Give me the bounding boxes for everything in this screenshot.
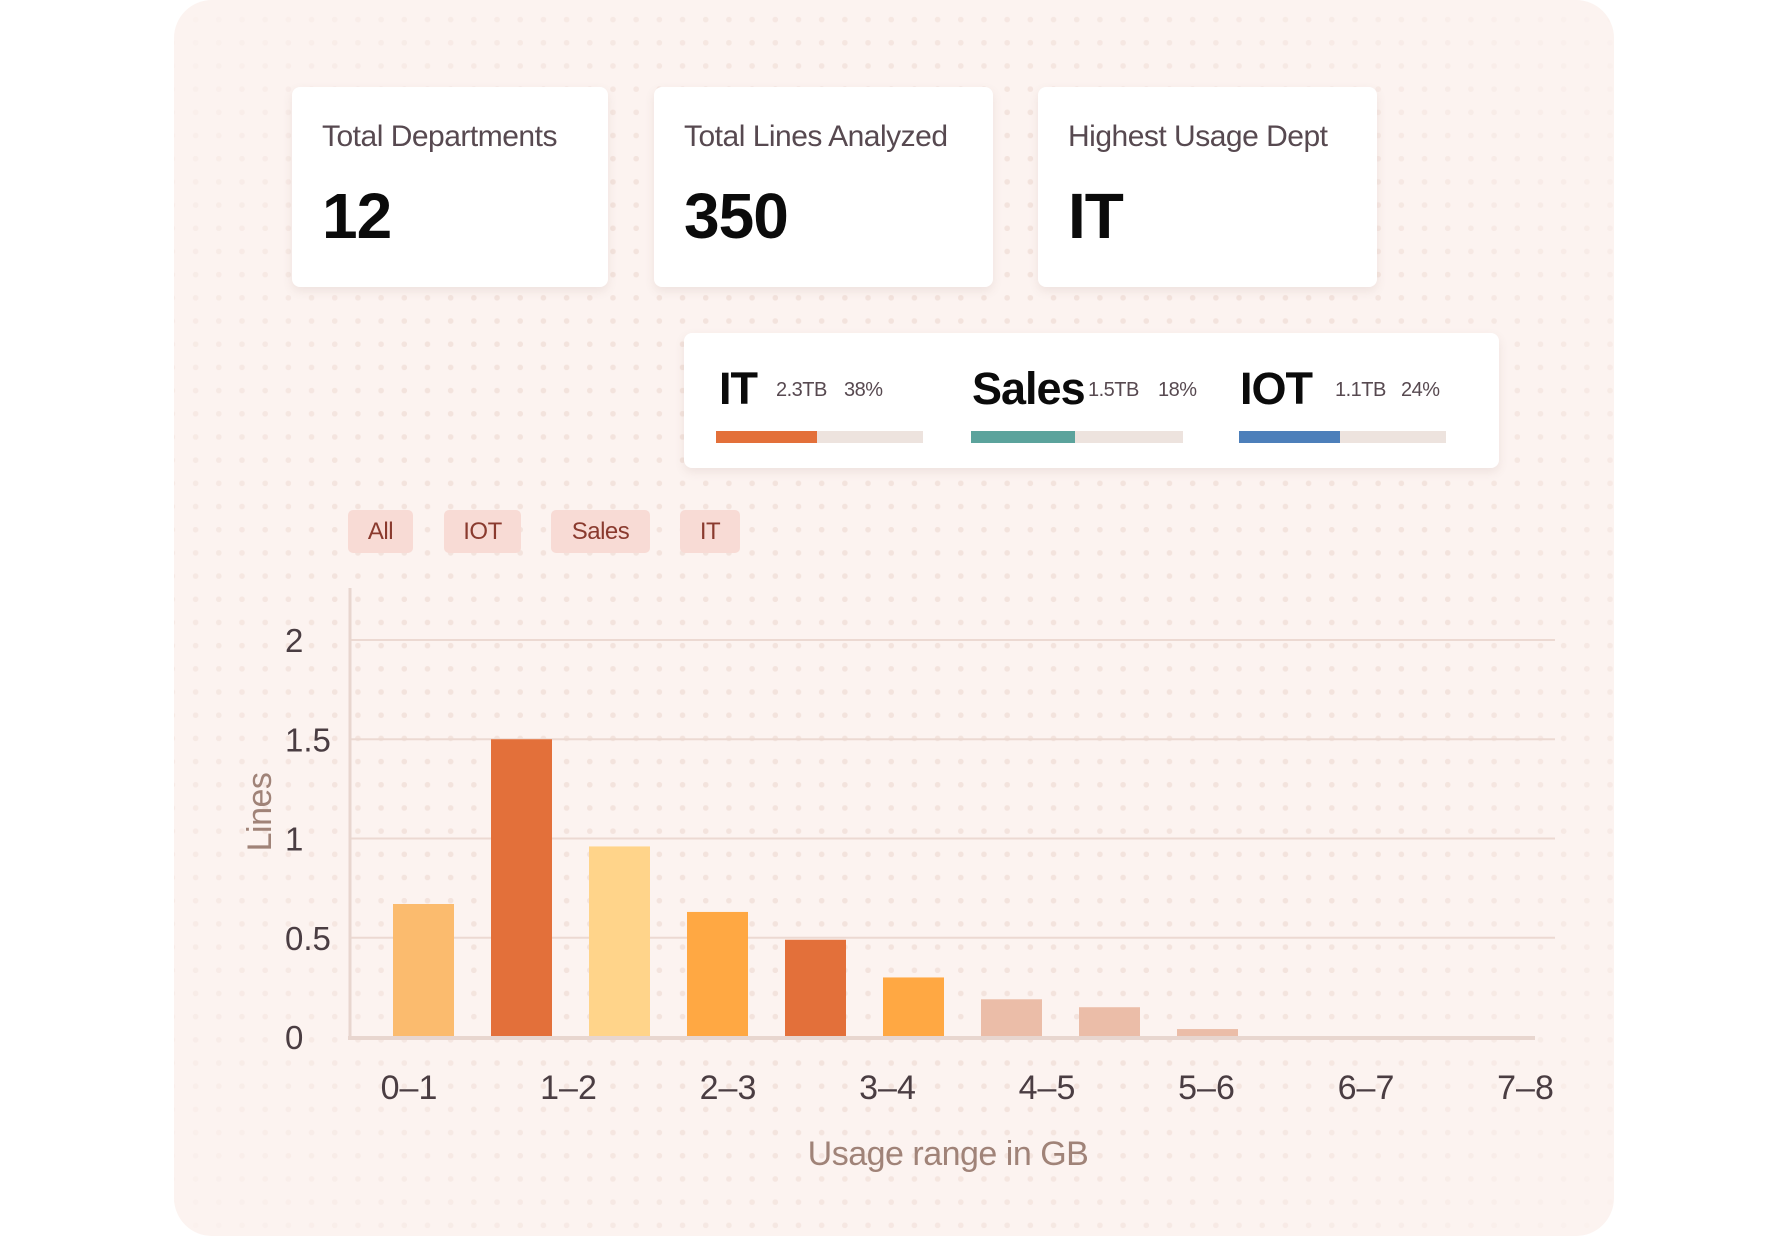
bar — [981, 999, 1042, 1037]
y-axis-title: Lines — [241, 773, 279, 852]
legend-item-it: IT 2.3TB 38% — [716, 333, 926, 468]
filter-it-button[interactable]: IT — [680, 510, 740, 553]
legend-item-sales: Sales 1.5TB 18% — [971, 333, 1197, 468]
bar — [687, 911, 748, 1037]
stat-value: 12 — [322, 180, 392, 252]
bars — [393, 739, 1238, 1037]
stat-label: Highest Usage Dept — [1068, 120, 1328, 153]
stat-value: 350 — [684, 180, 789, 252]
legend-name: Sales — [972, 363, 1086, 414]
bar — [785, 939, 846, 1037]
legend-progress-track — [1239, 431, 1446, 443]
legend-progress-fill — [1239, 431, 1341, 443]
x-tick-label: 3–4 — [859, 1069, 916, 1107]
x-axis-title: Usage range in GB — [808, 1135, 1089, 1173]
bar — [1079, 1007, 1140, 1037]
y-tick-label: 0 — [285, 1019, 303, 1056]
x-tick-label: 1–2 — [540, 1069, 597, 1107]
stat-card-highest-usage: Highest Usage Dept IT — [1038, 87, 1377, 287]
bar — [883, 977, 944, 1037]
x-tick-labels: 0–1 1–2 2–3 3–4 4–5 5–6 6–7 7–8 — [381, 1069, 1554, 1107]
legend-progress-track — [971, 431, 1183, 443]
stat-card-total-lines: Total Lines Analyzed 350 — [654, 87, 993, 287]
x-tick-label: 4–5 — [1019, 1069, 1076, 1107]
bar — [491, 739, 552, 1037]
legend-percent: 24% — [1401, 379, 1440, 401]
legend-size: 1.1TB — [1335, 379, 1386, 401]
department-legend-card: IT 2.3TB 38% Sales 1.5TB 18% IOT 1.1TB 2… — [684, 333, 1499, 468]
filter-iot-button[interactable]: IOT — [444, 510, 521, 553]
y-tick-label: 1 — [285, 821, 303, 858]
stat-value: IT — [1068, 180, 1124, 252]
x-tick-label: 7–8 — [1497, 1069, 1554, 1107]
legend-progress-fill — [971, 431, 1075, 443]
bar — [1177, 1029, 1238, 1037]
stat-card-total-departments: Total Departments 12 — [292, 87, 608, 287]
y-tick-label: 1.5 — [285, 721, 331, 758]
stat-label: Total Departments — [322, 120, 557, 153]
stat-label: Total Lines Analyzed — [684, 120, 948, 153]
legend-percent: 38% — [844, 379, 883, 401]
filter-all-button[interactable]: All — [348, 510, 413, 553]
legend-name: IT — [719, 363, 758, 414]
y-tick-label: 0.5 — [285, 920, 331, 957]
legend-size: 2.3TB — [776, 379, 827, 401]
x-tick-label: 0–1 — [381, 1069, 438, 1107]
legend-progress-fill — [716, 431, 818, 443]
axes — [348, 588, 1535, 1040]
legend-item-iot: IOT 1.1TB 24% — [1239, 333, 1469, 468]
x-tick-label: 5–6 — [1178, 1069, 1235, 1107]
x-tick-label: 2–3 — [700, 1069, 757, 1107]
legend-size: 1.5TB — [1088, 379, 1139, 401]
filter-sales-button[interactable]: Sales — [551, 510, 650, 553]
bar — [589, 846, 650, 1037]
legend-name: IOT — [1240, 363, 1313, 414]
y-tick-labels: 0 0.5 1 1.5 2 — [285, 622, 331, 1056]
legend-progress-track — [716, 431, 923, 443]
y-tick-label: 2 — [285, 622, 303, 659]
legend-percent: 18% — [1158, 379, 1197, 401]
bar — [393, 904, 454, 1037]
x-tick-label: 6–7 — [1338, 1069, 1395, 1107]
